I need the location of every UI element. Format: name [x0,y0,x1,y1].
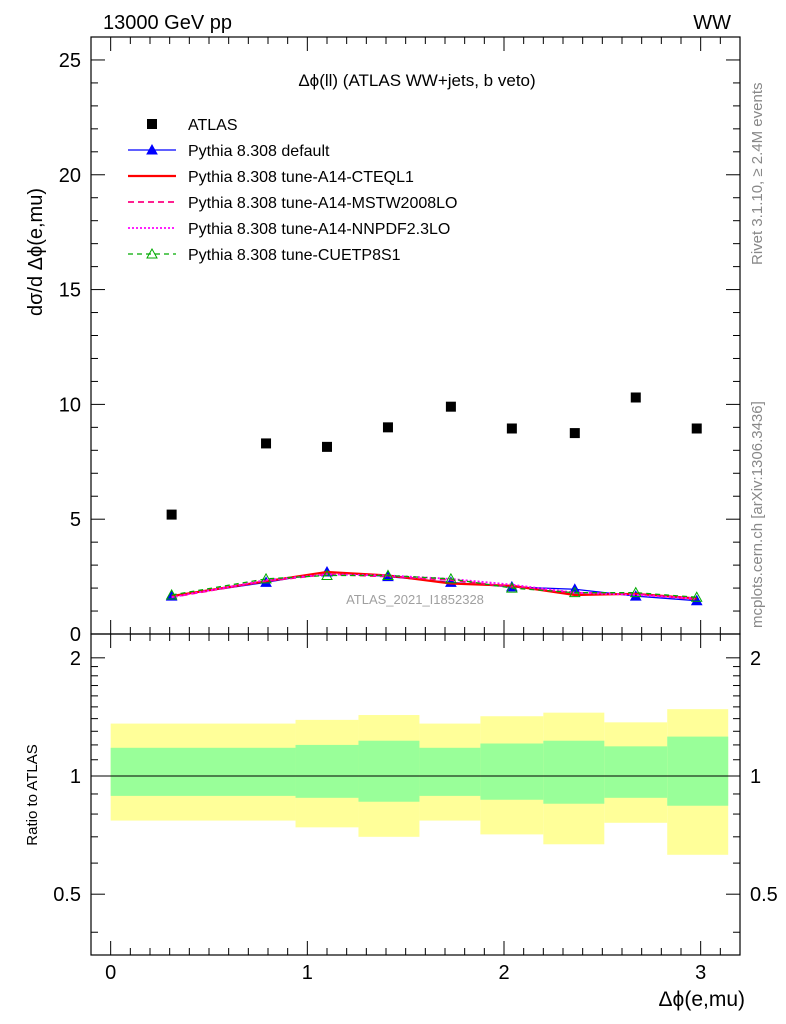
data-point-atlas [506,423,517,434]
y-tick-label: 10 [59,394,81,416]
main-y-tick-labels: 0 5 10 15 20 25 [59,50,81,646]
data-point-atlas [630,392,641,403]
data-point-atlas [382,422,393,433]
ratio-y-tick-label: 2 [70,648,81,670]
ratio-band-inner [419,747,481,796]
ratio-band-inner [358,740,420,802]
x-tick-label: 0 [105,962,116,984]
y-tick-label: 20 [59,165,81,187]
marker-cuetp8s1 [445,572,457,584]
marker-cuetp8s1 [629,586,642,598]
ratio-band-inner [110,747,296,796]
legend: ATLAS Pythia 8.308 default Pythia 8.308 tu… [128,117,457,264]
header-process-label: WW [693,12,731,34]
x-tick-label: 1 [302,962,313,984]
marker-cuetp8s1 [165,588,178,600]
ratio-y-tick-label-right: 2 [750,648,761,670]
legend-label-cuetp8s1: Pythia 8.308 tune-CUETP8S1 [188,247,401,264]
ratio-band-inner [543,740,605,804]
x-axis-label: Δϕ(e,mu) [659,988,745,1011]
ratio-y-tick-label-right: 0.5 [750,884,778,906]
main-axis-ticks [90,36,741,635]
legend-label-nnpdf: Pythia 8.308 tune-A14-NNPDF2.3LO [188,221,450,238]
marker-cuetp8s1 [568,586,581,598]
y-tick-label: 0 [70,624,81,646]
ratio-band-inner [604,746,668,798]
legend-marker-cuetp8s1 [146,247,158,259]
marker-cuetp8s1 [321,569,333,580]
data-point-atlas [322,441,332,452]
ratio-frame [90,633,741,956]
main-panel: 0 5 10 15 20 25 Δϕ(ll) (ATLAS WW+jets, b veto… [25,36,741,646]
series-line-mstw [171,573,697,601]
legend-label-default: Pythia 8.308 default [188,143,330,160]
legend-label-mstw: Pythia 8.308 tune-A14-MSTW2008LO [188,195,457,212]
legend-marker-default [146,143,158,155]
ratio-y-tick-label-right: 1 [750,766,761,788]
rivet-version-label: Rivet 3.1.10, ≥ 2.4M events [749,83,766,266]
x-tick-label: 2 [498,962,509,984]
data-point-atlas [166,509,177,520]
x-tick-label: 3 [695,962,706,984]
ratio-y-tick-label: 0.5 [53,884,81,906]
data-point-atlas [569,428,580,439]
ratio-panel: 0.5 0.5 1 1 2 2 0 1 2 3 Ratio to ATLAS Δϕ(e,mu) [24,633,778,1011]
legend-label-cteql1: Pythia 8.308 tune-A14-CTEQL1 [188,169,414,186]
data-point-atlas [445,401,456,412]
ratio-band-inner [295,744,359,798]
y-tick-label: 15 [59,280,81,302]
ratio-band-inner [480,743,544,800]
marker-cuetp8s1 [506,582,518,593]
ratio-uncertainty-bands [91,709,740,855]
analysis-id-label: ATLAS_2021_I1852328 [346,592,484,607]
ratio-y-tick-label: 1 [70,766,81,788]
marker-cuetp8s1 [260,572,272,584]
ratio-band-inner [667,736,729,806]
ratio-y-tick-labels: 0.5 0.5 1 1 2 2 [53,648,778,906]
marker-cuetp8s1 [382,569,394,580]
legend-marker-atlas [147,119,157,129]
x-tick-labels: 0 1 2 3 [105,962,706,984]
mcplots-reference-label: mcplots.cern.ch [arXiv:1306.3436] [749,401,766,628]
y-tick-label: 25 [59,50,81,72]
y-axis-label: dσ/d Δϕ(e,mu) [25,188,47,316]
series-line-cuetp8s1 [171,574,697,598]
main-data-layer [165,392,703,606]
data-point-atlas [261,438,272,449]
y-tick-label: 5 [70,509,81,531]
legend-label-atlas: ATLAS [188,117,238,134]
ratio-y-axis-label: Ratio to ATLAS [24,744,41,845]
chart-title: Δϕ(ll) (ATLAS WW+jets, b veto) [298,71,535,90]
header-energy-label: 13000 GeV pp [103,12,232,34]
data-point-atlas [691,423,702,434]
marker-cuetp8s1 [690,591,703,602]
